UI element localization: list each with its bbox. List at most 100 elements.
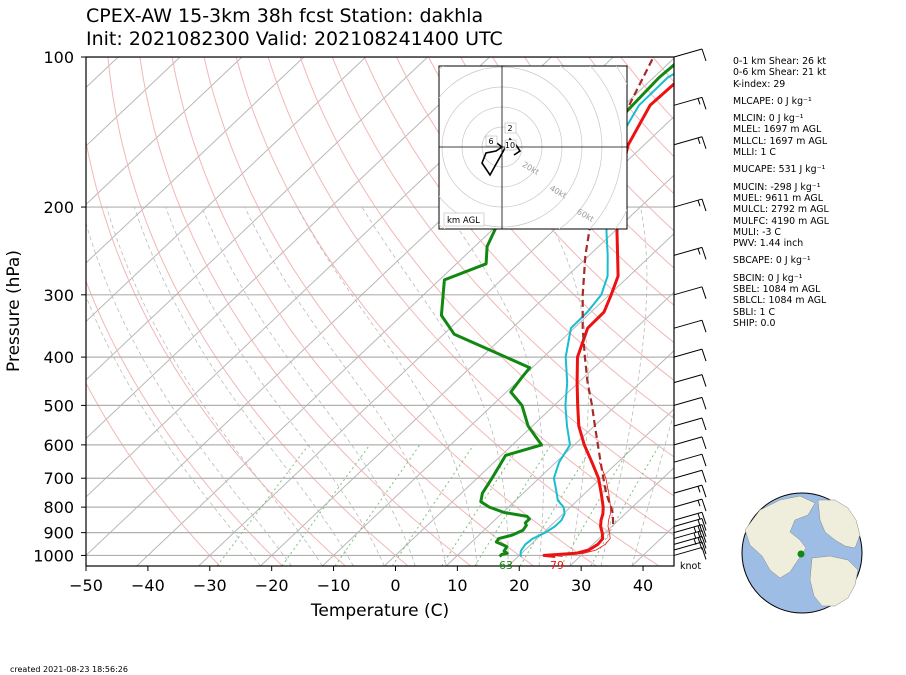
y-tick-label: 700	[43, 469, 74, 488]
surface-dewpoint-label: 63	[499, 559, 513, 572]
sounding-index-line: MULFC: 4190 m AGL	[733, 215, 829, 227]
y-tick-label: 1000	[33, 546, 74, 565]
x-tick-label: −50	[69, 576, 103, 595]
hodograph-legend: km AGL	[447, 216, 480, 226]
x-tick-label: 20	[509, 576, 529, 595]
hodograph-frame	[438, 65, 628, 230]
x-tick-label: 10	[447, 576, 467, 595]
y-tick-label: 900	[43, 524, 74, 543]
wind-barb	[673, 286, 707, 299]
y-tick-label: 800	[43, 498, 74, 517]
sounding-index-line: SBCIN: 0 J kg⁻¹	[733, 272, 803, 284]
sounding-index-line: MUCAPE: 531 J kg⁻¹	[733, 164, 826, 176]
isotherm-line	[86, 57, 243, 206]
mixing-ratio-line	[334, 444, 421, 566]
globe-land	[817, 499, 861, 549]
moist-adiabat	[86, 295, 261, 566]
moist-adiabat	[201, 206, 416, 566]
dry-adiabat	[86, 279, 283, 566]
x-tick-label: −20	[255, 576, 289, 595]
wind-barb	[673, 246, 707, 260]
x-tick-label: −10	[317, 576, 351, 595]
sounding-index-line: 0-6 km Shear: 21 kt	[733, 67, 827, 79]
wind-barb	[673, 136, 707, 149]
isotherm-line	[198, 115, 674, 566]
wind-barb	[673, 198, 707, 212]
dry-adiabat	[299, 57, 674, 497]
wind-barb	[673, 436, 707, 450]
sounding-index-line: SHIP: 0.0	[733, 317, 776, 329]
wind-barb	[673, 96, 707, 110]
sounding-index-line: PWV: 1.44 inch	[733, 238, 804, 250]
y-axis-ticks: 1000 900 800 700 600 500 400 300 200 100	[33, 48, 86, 565]
y-tick-label: 400	[43, 348, 74, 367]
dry-adiabat	[107, 57, 409, 566]
isotherm-line	[86, 57, 367, 323]
wind-barb	[673, 530, 707, 544]
x-tick-label: 0	[390, 576, 400, 595]
wind-barb	[673, 319, 707, 333]
wind-barb	[673, 546, 707, 560]
wind-barb	[673, 396, 707, 410]
globe-land	[809, 555, 859, 607]
mixing-ratio-line	[560, 444, 632, 566]
globe-land	[744, 495, 816, 579]
moist-adiabat	[133, 206, 354, 566]
isotherm-line	[260, 174, 674, 566]
dry-adiabat	[86, 382, 221, 566]
dry-adiabat	[139, 57, 472, 566]
dry-adiabat	[171, 57, 534, 566]
sounding-index-line: MLLI: 1 C	[733, 147, 776, 159]
x-axis-label: Temperature (C)	[310, 601, 449, 621]
isotherm-line	[383, 291, 674, 566]
dry-adiabat	[395, 57, 674, 381]
sounding-index-line: K-index: 29	[733, 78, 786, 90]
hodograph-height-label: 6	[488, 137, 493, 146]
y-tick-label: 600	[43, 436, 74, 455]
sounding-index-line: SBEL: 1084 m AGL	[733, 284, 821, 296]
wind-unit-label: knot	[680, 561, 701, 572]
wind-barb	[673, 348, 707, 362]
sounding-index-line: MUEL: 9611 m AGL	[733, 192, 823, 204]
hodograph-height-label: 2	[507, 124, 512, 133]
wind-barb	[673, 518, 707, 532]
wind-barb	[673, 48, 707, 62]
moist-adiabat	[86, 221, 292, 566]
sounding-index-line: SBCAPE: 0 J kg⁻¹	[733, 255, 811, 267]
sounding-index-line: MUCIN: -298 J kg⁻¹	[733, 181, 821, 193]
wind-barb	[673, 374, 707, 387]
dry-adiabat	[331, 57, 674, 458]
sounding-index-line: MLCAPE: 0 J kg⁻¹	[733, 95, 812, 107]
moist-adiabat	[296, 206, 478, 566]
sounding-indices-panel: 0-1 km Shear: 26 kt 0-6 km Shear: 21 kt K-…	[733, 56, 829, 329]
wind-barb	[673, 498, 707, 512]
y-tick-label: 100	[43, 48, 74, 67]
x-tick-label: 40	[633, 576, 653, 595]
x-axis-ticks: −50 −40 −30 −20 −10 0 10 20 30 40	[69, 566, 653, 595]
mixing-ratio-line	[391, 444, 475, 566]
dry-adiabat	[267, 57, 674, 537]
isotherm-line	[445, 349, 674, 566]
created-timestamp: created 2021-08-23 18:56:26	[10, 665, 128, 674]
sounding-index-line: SBLI: 1 C	[733, 306, 775, 318]
moist-adiabat	[106, 206, 323, 566]
sounding-index-line: MLEL: 1697 m AGL	[733, 124, 822, 136]
dry-adiabat	[235, 57, 660, 566]
sounding-index-line: MULI: -3 C	[733, 226, 781, 238]
wind-barb	[673, 417, 707, 431]
y-tick-label: 500	[43, 396, 74, 415]
x-tick-label: 30	[571, 576, 591, 595]
hodograph-height-label: 10	[505, 141, 515, 150]
skewt-background	[86, 57, 674, 566]
isotherm-line	[86, 57, 428, 381]
wind-barb	[673, 524, 707, 538]
plot-frame	[85, 56, 675, 567]
wind-barb	[673, 484, 707, 498]
isotherm-line	[86, 57, 305, 264]
y-tick-label: 200	[43, 198, 74, 217]
dry-adiabat	[427, 57, 674, 344]
wind-barb	[673, 511, 707, 525]
dry-adiabat	[86, 139, 346, 566]
moist-adiabat	[600, 206, 648, 566]
